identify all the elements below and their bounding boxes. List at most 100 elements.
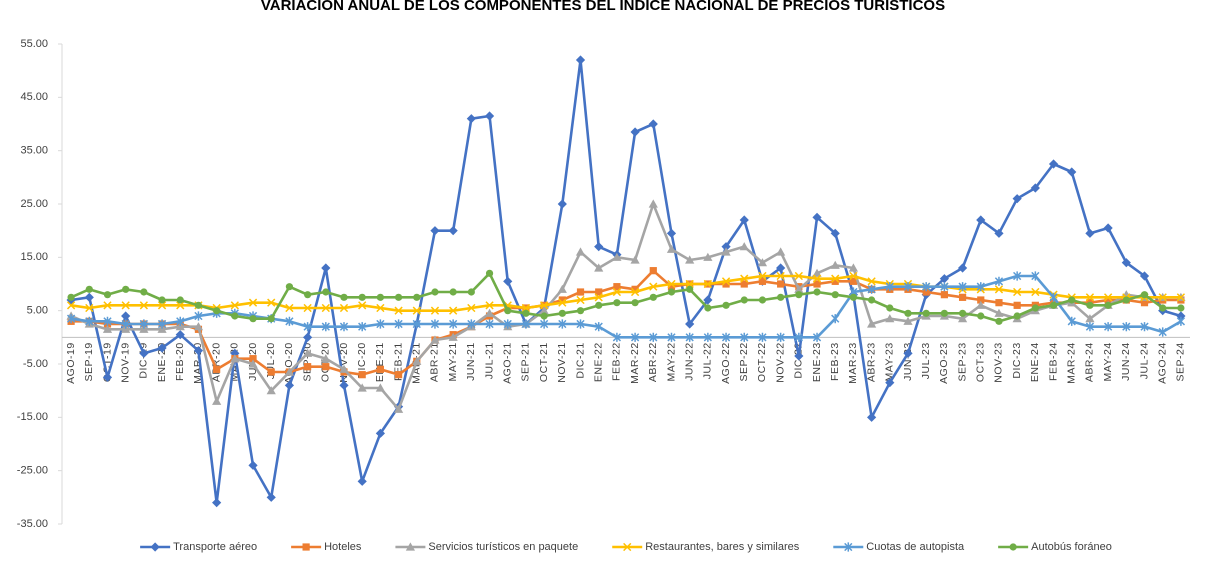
point [922,288,930,296]
point [449,288,457,296]
point [721,242,731,252]
point [521,303,531,313]
point [284,367,295,376]
point [449,319,458,329]
y-tick-label: -5.00 [23,358,48,370]
point [121,311,131,321]
point [977,312,985,320]
point [285,283,294,291]
point [405,542,416,551]
point [685,332,694,342]
point [302,543,310,551]
point [521,319,531,329]
point [303,348,313,357]
point [267,298,276,307]
point [1012,194,1022,204]
point [1140,291,1149,299]
point [922,309,930,317]
point [776,332,785,342]
point [976,300,986,309]
point [812,268,822,277]
point [448,332,458,341]
point [867,412,877,422]
y-tick-label: 55.00 [20,38,48,50]
point [230,301,239,310]
y-tick-label: -25.00 [17,465,48,477]
point [540,312,548,320]
point [1140,299,1149,307]
point [448,226,458,236]
point [940,309,948,317]
point [885,378,895,388]
point [139,301,149,310]
y-tick-label: 15.00 [20,251,48,263]
point [1009,543,1017,551]
point [686,285,694,293]
point [613,299,621,307]
point [685,279,694,289]
point [430,319,440,329]
point [1067,167,1077,177]
x-tick-label: FEB-24 [1047,342,1059,381]
legend-item: Cuotas de autopista [833,541,965,553]
point [212,498,222,508]
y-tick-label: 25.00 [20,198,48,210]
point [375,383,385,392]
point [485,269,494,277]
point [1085,228,1095,238]
point [393,404,404,413]
point [831,277,839,285]
point [685,255,695,264]
point [758,271,767,281]
point [794,271,803,281]
point [121,319,130,329]
point [304,363,312,371]
point [995,317,1003,325]
point [630,255,640,264]
point [376,293,384,301]
x-tick-label: FEB-22 [611,342,623,381]
point [485,319,494,329]
point [1158,327,1167,337]
point [1013,287,1022,297]
point [649,332,658,342]
point [1122,322,1131,332]
point [667,332,676,342]
point [1159,304,1167,312]
point [957,314,968,323]
point [903,282,913,292]
point [649,293,657,301]
point [776,247,786,256]
point [994,228,1004,238]
point [467,303,476,313]
point [1103,223,1113,233]
x-tick-label: DIC-22 [793,342,805,378]
point [1139,271,1150,281]
point [557,284,567,293]
point [248,298,258,307]
point [649,267,657,275]
point [103,301,112,310]
point [539,301,549,310]
point [430,306,440,315]
x-tick-label: ENE-22 [592,342,604,382]
point [631,285,639,293]
point [412,306,421,315]
point [466,114,476,124]
point [67,293,75,301]
x-tick-label: NOV-22 [774,342,786,382]
point [812,212,822,222]
point [594,263,604,272]
point [84,292,94,302]
point [994,308,1004,317]
point [575,55,586,65]
point [193,322,204,331]
point [157,319,167,329]
point [631,299,639,307]
legend-item: Restaurantes, bares y similares [612,541,800,553]
x-tick-label: ENE-23 [811,342,823,382]
point [1086,301,1094,309]
point [794,351,804,361]
point [558,319,567,329]
point [430,335,440,344]
